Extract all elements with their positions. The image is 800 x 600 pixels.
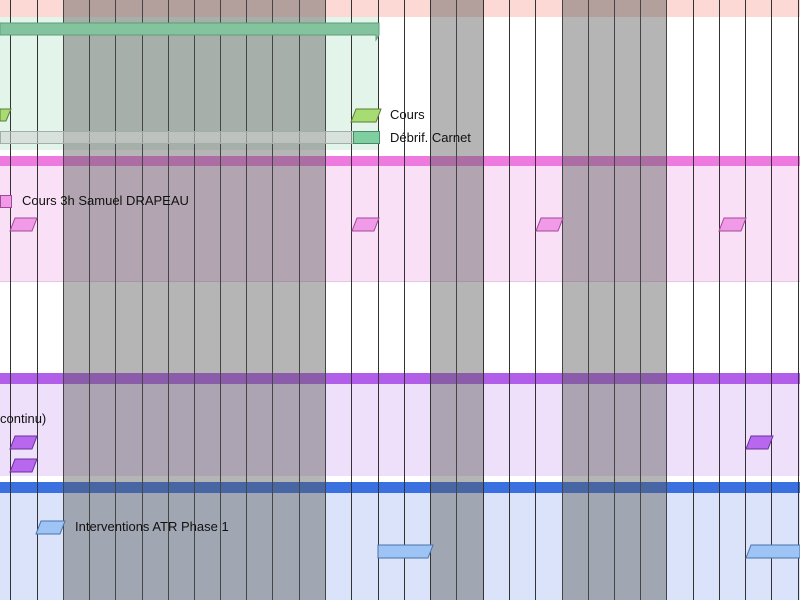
day-gridline	[640, 0, 641, 600]
day-gridline	[588, 0, 589, 600]
task-label-atr: Interventions ATR Phase 1	[75, 519, 229, 534]
task-marker-purple-1[interactable]	[9, 435, 39, 451]
task-label-cours: Cours	[390, 107, 425, 122]
task-marker-atr-left[interactable]	[35, 520, 67, 536]
day-gridline	[10, 0, 11, 600]
day-gridline	[168, 0, 169, 600]
task-bar-atr-2[interactable]	[745, 544, 800, 560]
task-label-cours3h: Cours 3h Samuel DRAPEAU	[22, 193, 189, 208]
day-gridline	[771, 0, 772, 600]
day-gridline	[614, 0, 615, 600]
day-gridline	[351, 0, 352, 600]
day-gridline	[142, 0, 143, 600]
day-gridline	[693, 0, 694, 600]
day-gridline	[798, 0, 799, 600]
day-gridline	[37, 0, 38, 600]
day-gridline	[89, 0, 90, 600]
day-gridline	[509, 0, 510, 600]
task-marker-cours3h-left[interactable]	[0, 195, 12, 208]
task-bar-debrief-carnet[interactable]	[0, 131, 380, 144]
task-marker-purple-2[interactable]	[9, 458, 39, 474]
day-gridline	[404, 0, 405, 600]
non-working-period	[63, 0, 326, 600]
day-gridline	[115, 0, 116, 600]
day-gridline	[325, 0, 326, 600]
group-separator-blue	[0, 482, 800, 493]
day-gridline	[535, 0, 536, 600]
day-gridline	[719, 0, 720, 600]
group-summary-bar-green[interactable]	[0, 22, 382, 44]
day-gridline	[666, 0, 667, 600]
day-gridline	[299, 0, 300, 600]
day-gridline	[63, 0, 64, 600]
day-gridline	[430, 0, 431, 600]
task-marker-purple-3[interactable]	[745, 435, 775, 451]
day-gridline	[745, 0, 746, 600]
timeline-header	[0, 0, 800, 17]
task-marker-pink-4[interactable]	[718, 217, 748, 233]
task-marker-cours-left[interactable]	[0, 108, 14, 124]
day-gridline	[378, 0, 379, 600]
task-label-debrief: Débrif. Carnet	[390, 130, 471, 145]
group-separator-pink	[0, 156, 800, 166]
day-gridline	[272, 0, 273, 600]
day-gridline	[246, 0, 247, 600]
task-bar-atr-1[interactable]	[377, 544, 435, 560]
day-gridline	[456, 0, 457, 600]
day-gridline	[483, 0, 484, 600]
non-working-period	[562, 0, 667, 600]
row-divider-purple	[0, 476, 800, 482]
task-label-continu: continu)	[0, 411, 47, 426]
row-divider-pink	[0, 281, 800, 282]
task-marker-pink-2[interactable]	[351, 217, 381, 233]
day-gridline	[194, 0, 195, 600]
task-marker-pink-1[interactable]	[9, 217, 39, 233]
group-separator-purple	[0, 373, 800, 384]
task-marker-debrief[interactable]	[353, 131, 380, 144]
day-gridline	[220, 0, 221, 600]
day-gridline	[562, 0, 563, 600]
task-marker-pink-3[interactable]	[535, 217, 565, 233]
non-working-period	[431, 0, 483, 600]
task-marker-cours[interactable]	[349, 108, 383, 124]
